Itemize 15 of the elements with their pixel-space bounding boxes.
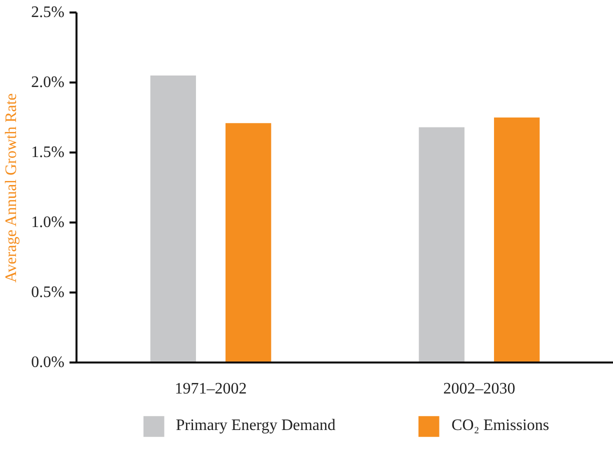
y-tick-label: 2.5% xyxy=(31,4,64,21)
bar xyxy=(494,118,540,362)
bar xyxy=(418,127,464,362)
y-tick-label: 1.0% xyxy=(31,214,64,231)
bar xyxy=(226,123,272,362)
y-tick-label: 0.5% xyxy=(31,284,64,301)
y-tick-label: 2.0% xyxy=(31,74,64,91)
bar xyxy=(150,76,196,362)
x-tick-label: 2002–2030 xyxy=(443,380,516,398)
y-tick-label: 1.5% xyxy=(31,144,64,161)
x-tick-label: 1971–2002 xyxy=(174,380,247,398)
legend-label: Primary Energy Demand xyxy=(176,416,336,434)
y-axis-title: Average Annual Growth Rate xyxy=(3,93,20,283)
y-tick-label: 0.0% xyxy=(31,354,64,371)
legend-label: CO₂ Emissions xyxy=(452,416,550,434)
